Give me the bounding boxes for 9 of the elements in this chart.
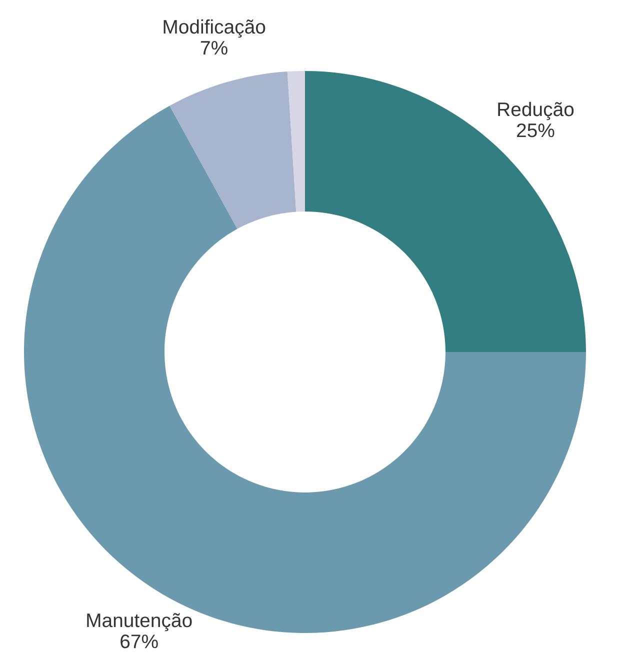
donut-slice xyxy=(170,72,296,229)
data-label: 25% xyxy=(517,123,554,138)
donut-slice xyxy=(287,71,305,212)
slice-label: Manutenção xyxy=(87,613,192,632)
data-label: 7% xyxy=(201,41,228,55)
slice-label: Redução xyxy=(498,102,574,120)
data-label: 67% xyxy=(120,634,158,648)
slice-label: Modificação xyxy=(164,19,266,38)
donut-slice xyxy=(305,71,586,352)
